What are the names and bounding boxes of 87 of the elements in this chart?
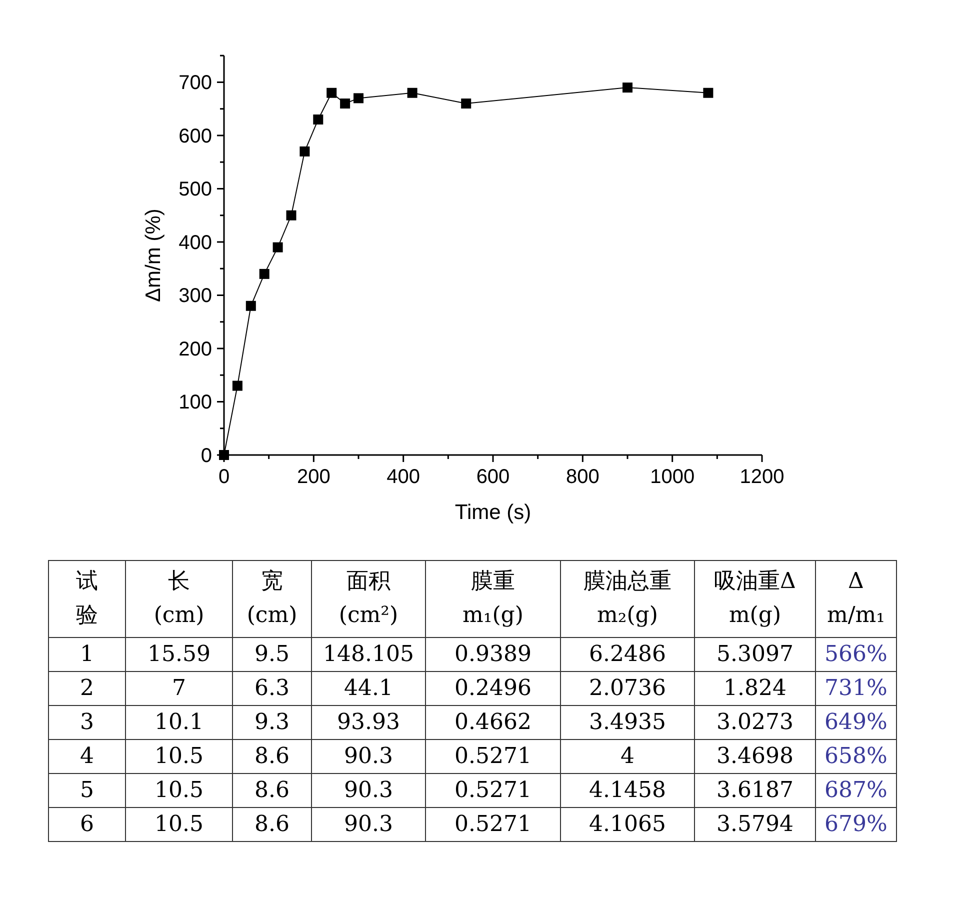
data-label: 9.3	[232, 706, 312, 740]
data-label: 3.4698	[694, 740, 816, 774]
data-label: 3.4935	[560, 706, 694, 740]
x-tick-label: 长 (cm)	[126, 560, 232, 638]
y-tick-label: 100	[178, 392, 212, 414]
data-label: 4.1458	[560, 774, 694, 808]
data-label: 6.2486	[560, 638, 694, 672]
point	[622, 82, 632, 93]
data-label: 0.2496	[426, 672, 560, 706]
x-tick-label: 膜重 m₁(g)	[426, 560, 560, 638]
point	[461, 98, 472, 109]
point	[407, 88, 418, 98]
y-tick-label: 700	[178, 72, 212, 94]
data-label: 9.5	[232, 638, 312, 672]
data-label: 90.3	[312, 740, 426, 774]
point	[286, 210, 296, 220]
point	[246, 300, 256, 311]
data-label: 0.4662	[426, 706, 560, 740]
point	[232, 380, 242, 391]
data-label: 6.3	[232, 672, 312, 706]
data-label: 93.93	[312, 706, 426, 740]
x-tick-label: 600	[476, 466, 510, 488]
x-tick-label: 1000	[650, 466, 695, 488]
data-label: 10.5	[126, 740, 232, 774]
data-label: 4	[560, 740, 694, 774]
data-label: 566%	[816, 638, 896, 672]
data-label: 731%	[816, 672, 896, 706]
x-tick-label: 200	[296, 466, 330, 488]
point	[259, 268, 270, 279]
y-tick-label: 200	[178, 338, 212, 360]
y-tick-label: 500	[178, 178, 212, 201]
data-label: 3.0273	[694, 706, 816, 740]
data-label: 0.5271	[426, 774, 560, 808]
data-label: 8.6	[232, 774, 312, 808]
y-tick-label: 4	[48, 740, 126, 774]
x-tick-label: 宽 (cm)	[232, 560, 312, 638]
data-label: 10.5	[126, 774, 232, 808]
data-label: 4.1065	[560, 808, 694, 842]
data-label: 90.3	[312, 774, 426, 808]
point	[272, 242, 283, 252]
data-label: 0.5271	[426, 808, 560, 842]
data-label: 679%	[816, 808, 896, 842]
y-tick-label: 600	[178, 125, 212, 148]
data-label: 3.6187	[694, 774, 816, 808]
x-tick-label: 膜油总重 m₂(g)	[560, 560, 694, 638]
point	[326, 88, 337, 98]
data-label: 3.5794	[694, 808, 816, 842]
x-tick-label: 400	[386, 466, 420, 488]
data-label: 7	[126, 672, 232, 706]
data-label: 1.824	[694, 672, 816, 706]
data-label: 0.9389	[426, 638, 560, 672]
data-label: 148.105	[312, 638, 426, 672]
data-label: 44.1	[312, 672, 426, 706]
data-label: 0.5271	[426, 740, 560, 774]
x-tick-label: Δ m/m₁	[816, 560, 896, 638]
data-label: 15.59	[126, 638, 232, 672]
data-label: 8.6	[232, 740, 312, 774]
point	[703, 88, 714, 98]
x-tick-label: 0	[218, 466, 230, 488]
point	[340, 98, 350, 109]
y-tick-label: 0	[200, 445, 212, 467]
data-label: 649%	[816, 706, 896, 740]
data-label: 2.0736	[560, 672, 694, 706]
point	[354, 93, 364, 104]
x-tick-label: 1200	[740, 466, 784, 488]
data-label: 8.6	[232, 808, 312, 842]
y-tick-label: 3	[48, 706, 126, 740]
data-label: 10.5	[126, 808, 232, 842]
y-tick-label: 1	[48, 638, 126, 672]
y-tick-label: 2	[48, 672, 126, 706]
y-tick-label: 6	[48, 808, 126, 842]
data-label: 90.3	[312, 808, 426, 842]
point	[313, 114, 324, 125]
x-axis-title: Time (s)	[454, 501, 532, 524]
data-label: 658%	[816, 740, 896, 774]
y-tick-label: 300	[178, 285, 212, 308]
y-axis-title: 试验	[75, 568, 99, 630]
data-label: 687%	[816, 774, 896, 808]
data-label: 10.1	[126, 706, 232, 740]
data-label: 5.3097	[694, 638, 816, 672]
y-axis-title: Δm/m (%)	[142, 208, 165, 302]
y-tick-label: 400	[178, 232, 212, 254]
x-tick-label: 吸油重Δ m(g)	[694, 560, 816, 638]
x-tick-label: 800	[566, 466, 600, 488]
x-tick-label: 面积 (cm²)	[312, 560, 426, 638]
y-tick-label: 5	[48, 774, 126, 808]
point	[300, 146, 310, 156]
